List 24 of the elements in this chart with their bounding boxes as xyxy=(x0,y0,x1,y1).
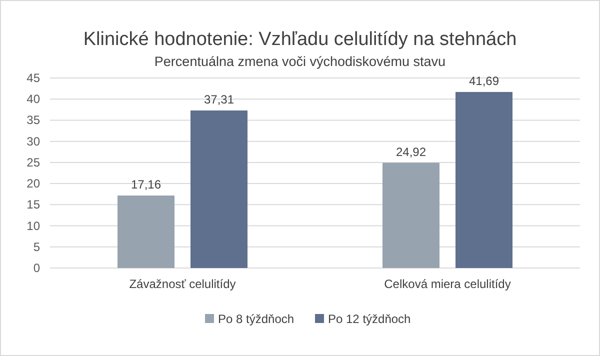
y-tick-label: 30 xyxy=(26,134,40,148)
legend-label: Po 8 týždňoch xyxy=(218,312,294,326)
legend-label: Po 12 týždňoch xyxy=(328,312,411,326)
chart-subtitle: Percentuálna zmena voči východiskovému stavu xyxy=(154,54,446,69)
y-tick-label: 25 xyxy=(26,155,40,170)
data-label: 37,31 xyxy=(204,92,234,106)
bar xyxy=(456,92,512,268)
data-label: 24,92 xyxy=(396,144,426,159)
y-tick-label: 10 xyxy=(26,218,40,233)
y-tick-label: 5 xyxy=(33,240,40,254)
x-tick-label: Celková miera celulitídy xyxy=(384,277,511,291)
y-tick-label: 40 xyxy=(26,92,40,106)
bar xyxy=(118,196,174,268)
data-label: 17,16 xyxy=(130,178,162,192)
x-tick-label: Závažnosť celulitídy xyxy=(129,277,236,291)
y-tick-label: 0 xyxy=(33,261,40,275)
bar xyxy=(190,110,248,268)
bar xyxy=(382,162,440,268)
y-tick-label: 45 xyxy=(26,71,40,85)
y-tick-label: 35 xyxy=(26,113,40,128)
y-tick-label: 20 xyxy=(26,176,40,191)
y-tick-label: 15 xyxy=(26,198,40,212)
chart-title: Klinické hodnotenie: Vzhľadu celulitídy na stehnách xyxy=(83,29,517,50)
data-label: 41,69 xyxy=(468,74,500,88)
